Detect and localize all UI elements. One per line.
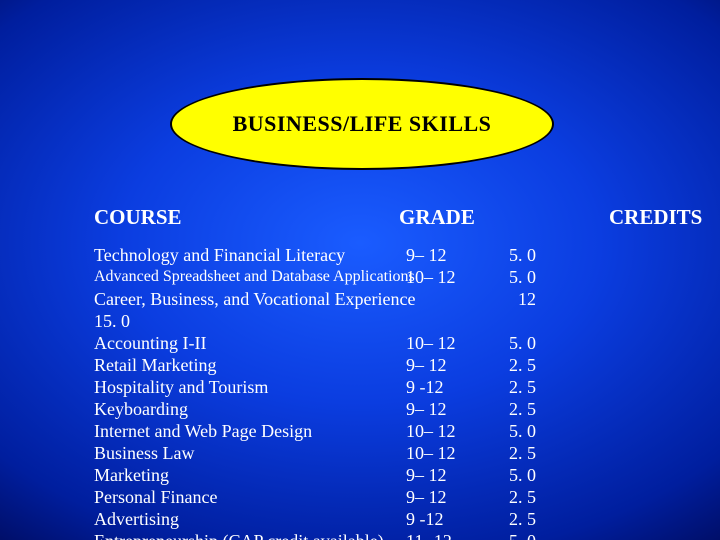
cell-course: Marketing <box>94 464 406 486</box>
title-text: BUSINESS/LIFE SKILLS <box>233 111 492 137</box>
table-row: Hospitality and Tourism9 -122. 5 <box>94 376 654 398</box>
cell-grade: 9 -12 <box>406 376 486 398</box>
cell-grade: 10– 12 <box>406 442 486 464</box>
cell-grade: 9– 12 <box>406 244 486 266</box>
table-row: 15. 0 <box>94 310 654 332</box>
cell-credits: 5. 0 <box>486 244 536 266</box>
cell-grade: 9– 12 <box>406 486 486 508</box>
table-row: Entrepreneurship (CAP credit available)1… <box>94 530 654 540</box>
table-row: Keyboarding9– 122. 5 <box>94 398 654 420</box>
cell-course: Retail Marketing <box>94 354 406 376</box>
cell-course: Advanced Spreadsheet and Database Applic… <box>94 266 406 288</box>
cell-credits: 5. 0 <box>486 420 536 442</box>
table-row: Technology and Financial Literacy9– 125.… <box>94 244 654 266</box>
cell-credits: 2. 5 <box>486 398 536 420</box>
header-course: COURSE <box>94 205 182 230</box>
table-row: Accounting I-II10– 125. 0 <box>94 332 654 354</box>
cell-credits: 2. 5 <box>486 508 536 530</box>
cell-course: Internet and Web Page Design <box>94 420 406 442</box>
cell-course: Accounting I-II <box>94 332 406 354</box>
cell-grade: 9– 12 <box>406 354 486 376</box>
cell-course: 15. 0 <box>94 310 406 332</box>
cell-course: Entrepreneurship (CAP credit available) <box>94 530 406 540</box>
cell-course: Business Law <box>94 442 406 464</box>
cell-grade: 10– 12 <box>406 332 486 354</box>
cell-course: Technology and Financial Literacy <box>94 244 406 266</box>
cell-credits: 5. 0 <box>486 332 536 354</box>
cell-credits: 5. 0 <box>486 464 536 486</box>
table-row: Career, Business, and Vocational Experie… <box>94 288 654 310</box>
table-row: Business Law10– 122. 5 <box>94 442 654 464</box>
cell-course: Hospitality and Tourism <box>94 376 406 398</box>
cell-grade: 11 -12 <box>406 530 486 540</box>
cell-credits: 5. 0 <box>486 530 536 540</box>
cell-credits: 2. 5 <box>486 354 536 376</box>
course-table: Technology and Financial Literacy9– 125.… <box>94 244 654 540</box>
cell-credits: 5. 0 <box>486 266 536 288</box>
table-row: Internet and Web Page Design10– 125. 0 <box>94 420 654 442</box>
cell-credits: 12 <box>486 288 536 310</box>
cell-grade: 9 -12 <box>406 508 486 530</box>
cell-course: Career, Business, and Vocational Experie… <box>94 288 406 310</box>
table-row: Retail Marketing9– 122. 5 <box>94 354 654 376</box>
table-row: Personal Finance9– 122. 5 <box>94 486 654 508</box>
cell-grade: 9– 12 <box>406 398 486 420</box>
cell-course: Keyboarding <box>94 398 406 420</box>
cell-credits: 2. 5 <box>486 442 536 464</box>
table-row: Advanced Spreadsheet and Database Applic… <box>94 266 654 288</box>
cell-grade: 9– 12 <box>406 464 486 486</box>
cell-credits: 2. 5 <box>486 486 536 508</box>
cell-credits: 2. 5 <box>486 376 536 398</box>
cell-course: Personal Finance <box>94 486 406 508</box>
cell-course: Advertising <box>94 508 406 530</box>
title-bubble: BUSINESS/LIFE SKILLS <box>170 78 554 170</box>
cell-grade: 10– 12 <box>406 420 486 442</box>
cell-grade: 10– 12 <box>406 266 486 288</box>
header-grade: GRADE <box>399 205 475 230</box>
header-credits: CREDITS <box>609 205 702 230</box>
table-row: Advertising9 -122. 5 <box>94 508 654 530</box>
table-row: Marketing9– 125. 0 <box>94 464 654 486</box>
